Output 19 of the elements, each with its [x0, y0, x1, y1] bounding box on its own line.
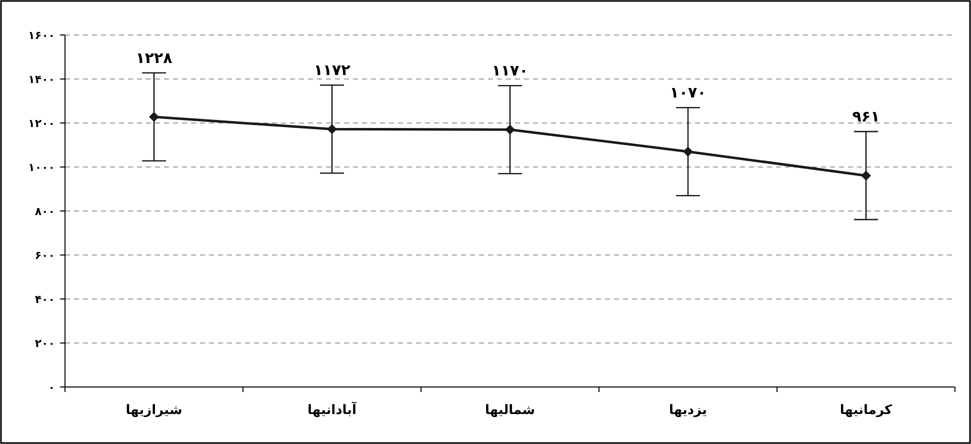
y-tick-label: ۸۰۰: [34, 205, 55, 218]
data-label: ۱۱۷۰: [492, 62, 528, 80]
x-tick-label: کرمانیها: [840, 403, 892, 418]
y-tick-label: ۲۰۰: [34, 337, 55, 350]
y-tick-label: ۱۲۰۰: [28, 117, 55, 130]
x-tick-label: شیرازیها: [126, 403, 182, 418]
y-tick-label: ۱۴۰۰: [28, 73, 55, 86]
x-tick-label: آبادانیها: [308, 403, 356, 418]
y-tick-label: ۰: [48, 381, 55, 394]
data-label: ۱۱۷۲: [314, 61, 350, 80]
data-label: ۹۶۱: [852, 108, 880, 126]
x-tick-label: شمالیها: [484, 403, 536, 418]
y-tick-label: ۱۰۰۰: [28, 161, 55, 174]
data-label: ۱۰۷۰: [670, 84, 706, 102]
x-tick-label: یزدیها: [669, 403, 707, 418]
y-tick-label: ۱۶۰۰: [28, 29, 55, 42]
y-tick-label: ۴۰۰: [34, 293, 55, 306]
data-label: ۱۲۲۸: [136, 48, 172, 67]
y-tick-label: ۶۰۰: [34, 249, 55, 262]
